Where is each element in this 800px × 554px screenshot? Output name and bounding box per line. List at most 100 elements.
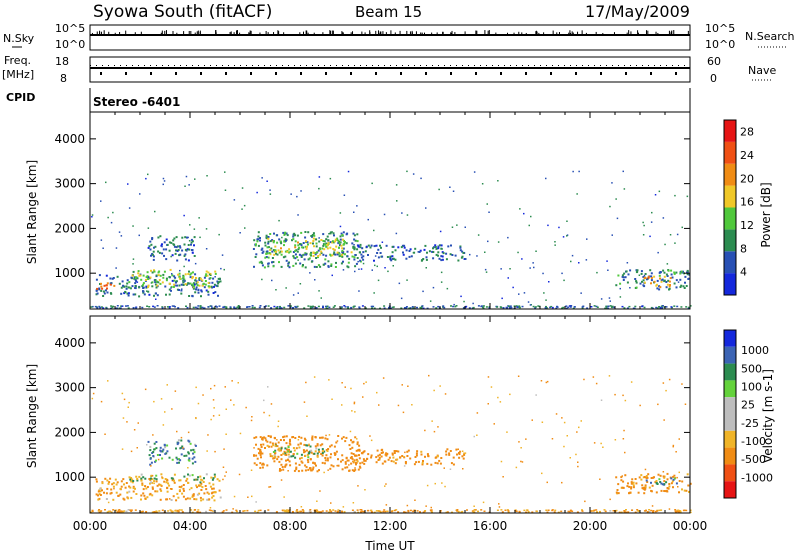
- range-gate-cell: [203, 307, 206, 309]
- range-gate-cell: [112, 482, 115, 485]
- range-gate-cell: [273, 232, 275, 235]
- range-gate-cell: [388, 456, 391, 459]
- range-gate-cell: [311, 234, 314, 236]
- range-gate-cell: [164, 285, 167, 288]
- range-gate-cell: [175, 447, 177, 450]
- range-gate-cell: [257, 238, 260, 241]
- range-gate-cell: [229, 306, 232, 308]
- range-gate-cell: [176, 458, 179, 461]
- range-gate-cell: [353, 459, 356, 462]
- range-gate-cell: [545, 305, 547, 308]
- range-gate-cell: [210, 492, 213, 495]
- range-gate-cell: [195, 277, 198, 279]
- range-gate-cell: [154, 245, 157, 248]
- colorbar-tick-label: -25: [741, 417, 759, 430]
- range-gate-cell: [146, 271, 149, 274]
- range-gate-cell: [177, 273, 180, 276]
- range-gate-cell: [457, 510, 460, 513]
- range-gate-cell: [222, 510, 225, 512]
- nave-dot: [120, 65, 121, 66]
- range-gate-cell: [675, 482, 678, 485]
- range-gate-cell: [200, 289, 203, 292]
- freq-label: Freq.: [4, 54, 31, 67]
- range-gate-cell: [385, 452, 388, 455]
- range-gate-cell: [313, 234, 316, 237]
- range-gate-cell: [324, 457, 327, 459]
- range-gate-cell: [170, 289, 172, 292]
- range-gate-cell: [191, 295, 194, 298]
- range-gate-cell: [686, 273, 689, 276]
- range-gate-cell: [360, 268, 363, 270]
- range-gate-cell: [199, 306, 202, 309]
- range-gate-cell: [280, 458, 283, 461]
- range-gate-cell: [225, 471, 227, 473]
- range-gate-cell: [102, 295, 105, 297]
- range-gate-cell: [321, 450, 324, 453]
- range-gate-cell: [158, 279, 161, 281]
- range-gate-cell: [305, 444, 308, 447]
- range-gate-cell: [509, 305, 512, 307]
- range-gate-cell: [609, 300, 611, 302]
- range-gate-cell: [161, 281, 164, 284]
- range-gate-cell: [320, 250, 323, 253]
- range-gate-cell: [363, 462, 366, 465]
- range-gate-cell: [419, 511, 421, 513]
- range-gate-cell: [671, 480, 674, 483]
- range-gate-cell: [535, 394, 537, 396]
- range-gate-cell: [328, 306, 331, 309]
- range-gate-cell: [197, 402, 200, 405]
- range-gate-cell: [329, 231, 332, 234]
- nave-dot: [660, 65, 661, 66]
- range-gate-cell: [341, 459, 344, 462]
- range-gate-cell: [277, 249, 280, 252]
- range-gate-cell: [521, 461, 524, 463]
- range-gate-cell: [102, 290, 105, 293]
- range-gate-cell: [356, 240, 359, 243]
- nave-dot: [498, 65, 499, 66]
- range-gate-cell: [99, 494, 102, 496]
- range-gate-cell: [454, 254, 457, 257]
- range-gate-cell: [326, 459, 329, 462]
- freq-drop: [150, 72, 152, 75]
- range-gate-cell: [205, 488, 208, 491]
- range-gate-cell: [343, 511, 346, 513]
- range-gate-cell: [182, 447, 185, 450]
- range-gate-cell: [181, 288, 183, 290]
- range-gate-cell: [134, 293, 137, 296]
- range-gate-cell: [241, 187, 244, 189]
- range-gate-cell: [350, 251, 353, 254]
- range-gate-cell: [239, 432, 242, 435]
- range-gate-cell: [440, 281, 443, 283]
- nave-dot: [582, 65, 583, 66]
- range-gate-cell: [296, 305, 299, 308]
- range-gate-cell: [197, 476, 200, 479]
- range-gate-cell: [436, 462, 439, 465]
- range-gate-cell: [184, 185, 186, 187]
- range-gate-cell: [642, 487, 645, 490]
- range-gate-cell: [375, 244, 378, 247]
- range-gate-cell: [359, 246, 362, 249]
- range-gate-cell: [362, 396, 364, 398]
- nave-dot: [198, 65, 199, 66]
- range-gate-cell: [632, 486, 635, 489]
- range-gate-cell: [331, 398, 333, 400]
- range-gate-cell: [162, 448, 165, 451]
- range-gate-cell: [100, 285, 103, 288]
- range-gate-cell: [345, 436, 348, 439]
- range-gate-cell: [392, 306, 395, 308]
- range-gate-cell: [395, 232, 398, 235]
- range-gate-cell: [443, 467, 445, 469]
- range-gate-cell: [102, 247, 104, 249]
- range-gate-cell: [392, 456, 395, 459]
- range-gate-cell: [425, 256, 428, 259]
- range-gate-cell: [337, 510, 339, 513]
- range-gate-cell: [653, 280, 656, 283]
- range-gate-cell: [370, 509, 373, 512]
- range-gate-cell: [358, 465, 361, 468]
- range-gate-cell: [191, 240, 194, 243]
- range-gate-cell: [353, 246, 356, 249]
- range-gate-cell: [168, 484, 171, 487]
- range-gate-cell: [132, 225, 134, 227]
- range-gate-cell: [310, 260, 313, 263]
- range-gate-cell: [175, 236, 178, 239]
